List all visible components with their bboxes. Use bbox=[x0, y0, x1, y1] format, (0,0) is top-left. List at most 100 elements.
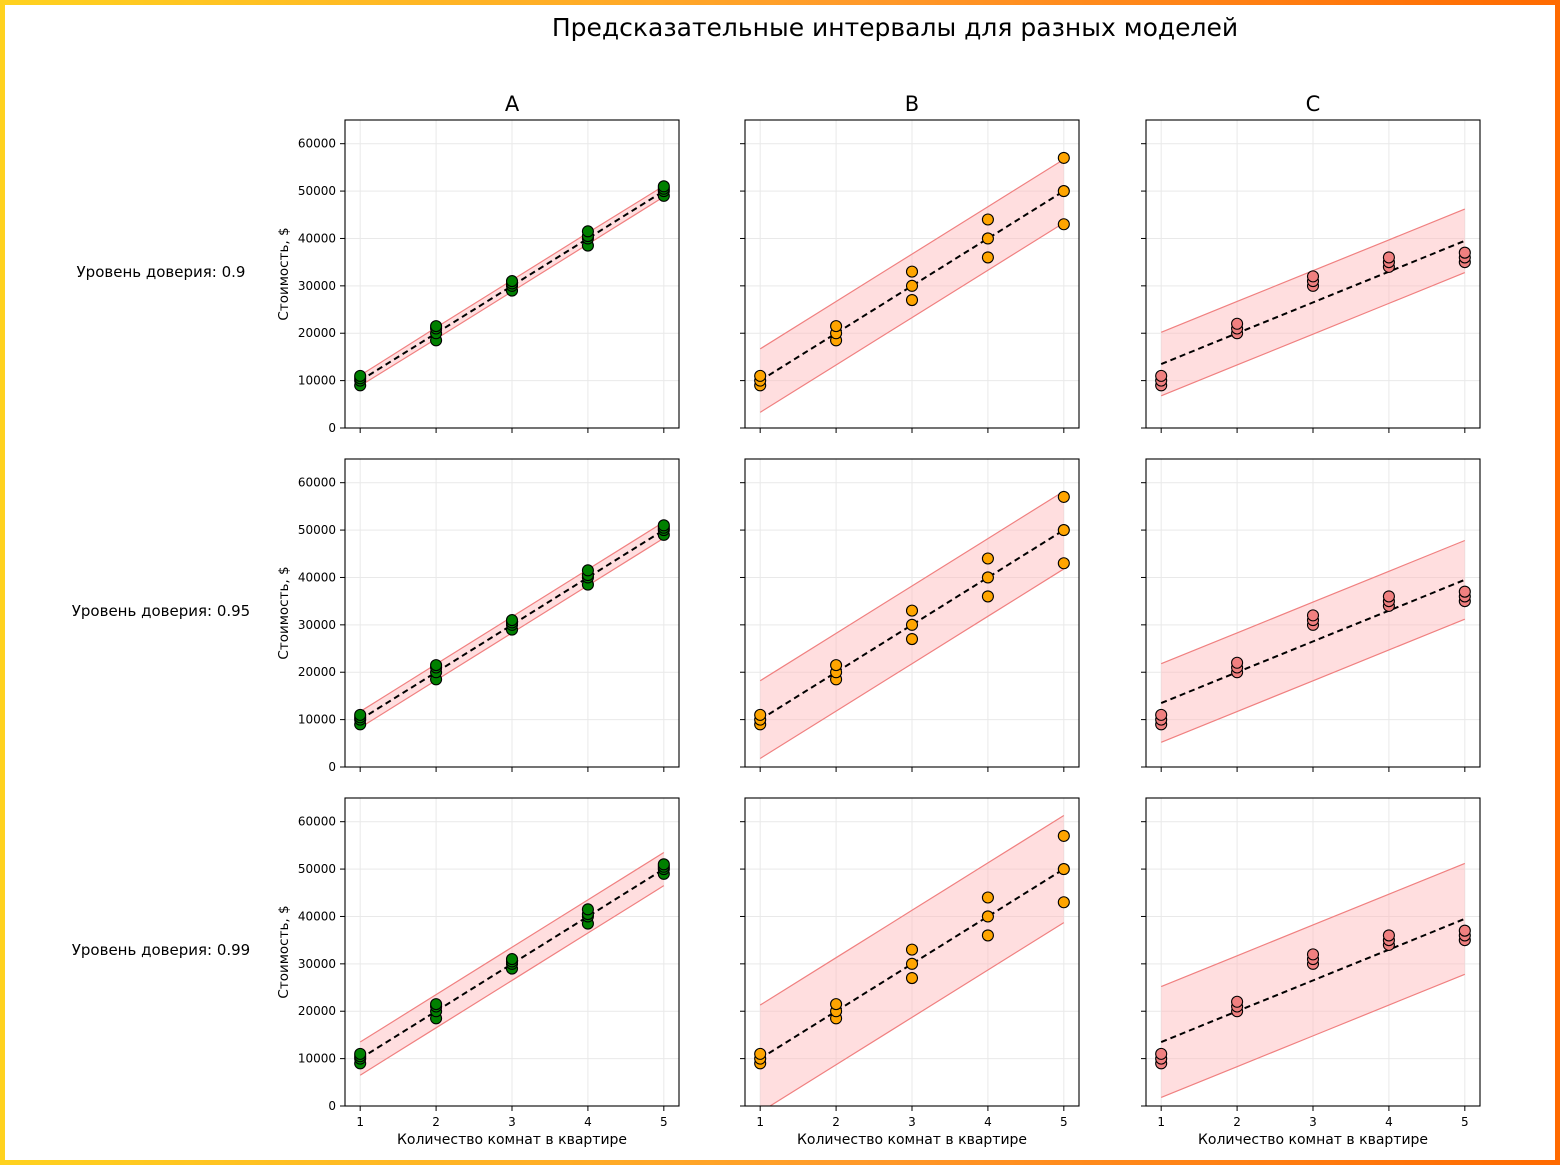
x-axis-label: Количество комнат в квартире bbox=[797, 1132, 1027, 1148]
x-tick-label: 3 bbox=[908, 1115, 916, 1129]
data-point bbox=[505, 953, 519, 966]
data-point bbox=[981, 929, 994, 942]
upper-bound-line bbox=[1160, 539, 1466, 665]
figure-title: Предсказательные интервалы для разных мо… bbox=[552, 13, 1238, 42]
data-point bbox=[981, 910, 994, 923]
data-point bbox=[354, 708, 367, 721]
data-point bbox=[905, 972, 919, 985]
upper-bound-line bbox=[1160, 862, 1466, 988]
data-point bbox=[1057, 557, 1070, 570]
regression-line bbox=[1160, 239, 1466, 365]
panel-C-0.95 bbox=[1141, 458, 1481, 772]
panel-B-0.9 bbox=[740, 119, 1080, 433]
data-point bbox=[1231, 317, 1244, 330]
data-point bbox=[1382, 929, 1395, 942]
data-point bbox=[1382, 590, 1395, 603]
data-point bbox=[905, 618, 919, 631]
panel-A-0.99: 1 2 3 4 5 0 10000 20000 30000 40000 50000 60000 Стои… bbox=[276, 797, 680, 1148]
data-point bbox=[1231, 995, 1244, 1008]
y-tick-label: 60000 bbox=[298, 476, 336, 490]
data-point bbox=[905, 279, 919, 292]
lower-bound-line bbox=[768, 922, 1065, 1106]
y-tick-label: 60000 bbox=[298, 137, 336, 151]
data-point bbox=[830, 659, 843, 672]
column-title-c: C bbox=[1306, 92, 1321, 116]
panel-B-0.95 bbox=[740, 458, 1080, 772]
data-point bbox=[981, 552, 994, 565]
data-point bbox=[1382, 251, 1395, 264]
y-tick-label: 50000 bbox=[298, 523, 336, 537]
lower-bound-line bbox=[1160, 618, 1466, 743]
data-point bbox=[905, 604, 919, 617]
grid bbox=[345, 120, 679, 429]
data-point bbox=[354, 1047, 367, 1060]
data-point bbox=[1458, 585, 1471, 598]
data-point bbox=[754, 1047, 767, 1060]
row-label-0.95: Уровень доверия: 0.95 bbox=[72, 602, 250, 620]
y-tick-label: 20000 bbox=[298, 665, 336, 679]
regression-line bbox=[1160, 578, 1466, 704]
data-point bbox=[981, 571, 994, 584]
data-point bbox=[905, 265, 919, 278]
data-point bbox=[657, 858, 670, 871]
data-point bbox=[581, 564, 594, 577]
y-axis-label: Стоимость, $ bbox=[276, 905, 292, 998]
upper-bound-line bbox=[759, 490, 1065, 682]
x-tick-label: 5 bbox=[1461, 1115, 1469, 1129]
x-tick-label: 5 bbox=[1060, 1115, 1068, 1129]
data-point bbox=[657, 180, 670, 193]
y-tick-label: 30000 bbox=[298, 957, 336, 971]
y-tick-label: 10000 bbox=[298, 1052, 336, 1066]
data-point bbox=[1155, 708, 1168, 721]
x-tick-label: 1 bbox=[1157, 1115, 1165, 1129]
data-point bbox=[1155, 1047, 1168, 1060]
y-tick-label: 40000 bbox=[298, 909, 336, 923]
x-tick-label: 3 bbox=[508, 1115, 516, 1129]
y-tick-label: 40000 bbox=[298, 231, 336, 245]
upper-bound-line bbox=[759, 158, 1065, 350]
data-point bbox=[430, 659, 443, 672]
panel-B-0.99: 1 2 3 4 5 Количество комнат в квартире bbox=[740, 797, 1080, 1148]
data-point bbox=[581, 903, 594, 916]
x-tick-label: 4 bbox=[584, 1115, 592, 1129]
y-tick-label: 40000 bbox=[298, 570, 336, 584]
x-tick-label: 1 bbox=[756, 1115, 764, 1129]
x-tick-label: 4 bbox=[1385, 1115, 1393, 1129]
data-point bbox=[657, 519, 670, 532]
data-point bbox=[1057, 524, 1070, 537]
data-point bbox=[1057, 218, 1070, 231]
data-point bbox=[1057, 185, 1070, 198]
x-axis-label: Количество комнат в квартире bbox=[1198, 1132, 1428, 1148]
y-tick-label: 50000 bbox=[298, 862, 336, 876]
y-axis-label: Стоимость, $ bbox=[276, 227, 292, 320]
upper-bound-line bbox=[359, 851, 665, 1043]
data-point bbox=[1057, 896, 1070, 909]
data-point bbox=[430, 320, 443, 333]
y-tick-label: 0 bbox=[328, 1099, 336, 1113]
data-point bbox=[905, 294, 919, 307]
y-tick-label: 50000 bbox=[298, 184, 336, 198]
data-point bbox=[1306, 948, 1320, 961]
y-tick-label: 10000 bbox=[298, 374, 336, 388]
data-point bbox=[981, 590, 994, 603]
data-point bbox=[1057, 490, 1070, 503]
data-point bbox=[1306, 270, 1320, 283]
y-tick-label: 30000 bbox=[298, 618, 336, 632]
data-point bbox=[1306, 609, 1320, 622]
data-point bbox=[905, 943, 919, 956]
lower-bound-line bbox=[1160, 973, 1466, 1099]
lower-bound-line bbox=[759, 222, 1065, 413]
panel-C-0.99: 1 2 3 4 5 Количество комнат в квартире bbox=[1141, 797, 1481, 1148]
y-tick-label: 60000 bbox=[298, 815, 336, 829]
lower-bound-line bbox=[1160, 272, 1466, 397]
data-point bbox=[1155, 369, 1168, 382]
panel-C-0.9 bbox=[1141, 119, 1481, 433]
y-tick-label: 20000 bbox=[298, 1004, 336, 1018]
x-axis-label: Количество комнат в квартире bbox=[397, 1132, 627, 1148]
data-point bbox=[505, 614, 519, 627]
x-tick-label: 1 bbox=[356, 1115, 364, 1129]
x-tick-label: 2 bbox=[832, 1115, 840, 1129]
data-point bbox=[830, 998, 843, 1011]
data-point bbox=[981, 251, 994, 264]
